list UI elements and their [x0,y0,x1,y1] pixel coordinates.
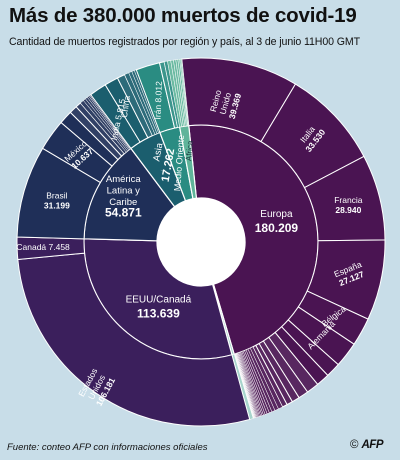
label-china: China [119,95,132,119]
country-slice-estados-unidos [17,252,251,427]
country-slice-53 [180,58,190,126]
source-note: Fuente: conteo AFP con informaciones ofi… [7,442,208,453]
label-medio-oriente: Medio Oriente [172,134,186,191]
label-asia-spacer: Asia [161,168,163,171]
label-eeuu-canada: EEUU/Canadá 113.639 [126,295,192,321]
chart-title: Más de 380.000 muertos de covid-19 [9,4,357,27]
afp-logo-text: AFP [361,439,383,451]
label-asia-value: 17.262 [160,148,178,183]
label-america-latina: América Latina y Caribe 54.871 [105,174,142,220]
afp-logo: © AFP [350,439,383,451]
label-francia: Francia 28.940 [334,195,363,215]
label-europa: Europa 180.209 [255,209,299,235]
label-canada: Canadá 7.458 [16,242,70,252]
label-africa: África [184,140,194,162]
copyright-symbol: © [350,439,359,451]
chart-center-hole [157,198,245,286]
chart-subtitle: Cantidad de muertos registrados por regi… [9,36,361,48]
label-asia: Asia [151,141,165,162]
label-iran: Irán 8.012 [153,81,164,120]
label-brasil: Brasil 31.199 [44,190,70,210]
